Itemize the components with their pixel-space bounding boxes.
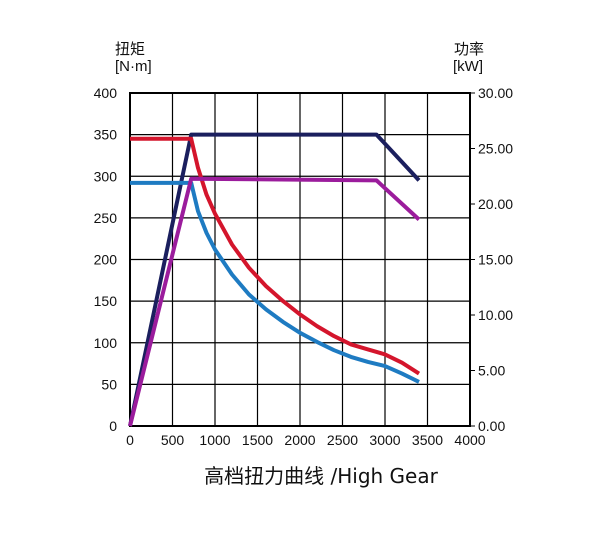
right-tick-label: 20.00 (478, 196, 513, 212)
grid (130, 93, 470, 426)
x-tick-label: 2000 (284, 432, 315, 448)
series-line-1 (128, 132, 421, 427)
right-axis-unit: [kW] (453, 58, 483, 75)
tick-labels: 0 50 100 150 200 250 300 350 400 0.00 5.00 10.00 15.… (94, 85, 514, 448)
right-axis-label: 功率 (454, 41, 484, 58)
x-tick-label: 0 (126, 432, 134, 448)
x-tick-label: 1000 (199, 432, 230, 448)
left-tick-label: 400 (94, 85, 118, 101)
series-group (128, 132, 421, 427)
left-tick-label: 0 (109, 418, 117, 434)
right-tick-label: 5.00 (478, 363, 505, 379)
right-tick-label: 30.00 (478, 85, 513, 101)
left-axis-label: 扭矩 (115, 41, 145, 58)
left-tick-label: 250 (94, 210, 118, 226)
x-tick-label: 1500 (242, 432, 273, 448)
right-tick-label: 15.00 (478, 252, 513, 268)
x-tick-label: 4000 (454, 432, 485, 448)
left-tick-label: 50 (101, 376, 117, 392)
right-tick-label: 10.00 (478, 307, 513, 323)
left-tick-label: 350 (94, 127, 118, 143)
x-tick-label: 500 (161, 432, 185, 448)
left-tick-label: 200 (94, 252, 118, 268)
series-line-3 (130, 180, 420, 384)
x-tick-label: 3000 (369, 432, 400, 448)
series-line-4 (128, 176, 421, 427)
left-tick-label: 100 (94, 335, 118, 351)
left-tick-label: 150 (94, 293, 118, 309)
series-line-2 (130, 136, 421, 376)
right-tick-label: 25.00 (478, 141, 513, 157)
x-tick-label: 3500 (412, 432, 443, 448)
x-tick-label: 2500 (327, 432, 358, 448)
right-tick-label: 0.00 (478, 418, 505, 434)
left-axis-unit: [N·m] (115, 58, 152, 75)
chart-title: 高档扭力曲线 /High Gear (204, 464, 438, 488)
left-tick-label: 300 (94, 168, 118, 184)
